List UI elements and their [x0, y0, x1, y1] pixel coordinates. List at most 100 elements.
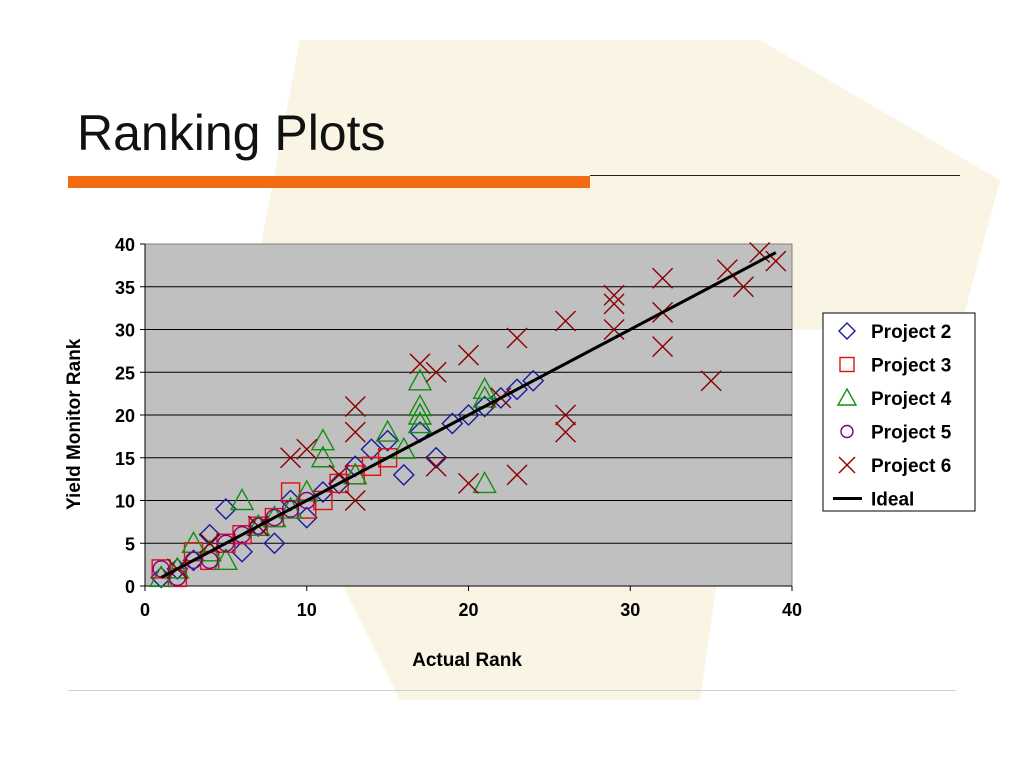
point-project-4-5: [229, 488, 255, 511]
point-project-6-25-stroke-b: [652, 336, 674, 358]
title-rule: [590, 175, 960, 176]
y-tick-label-0: 0: [125, 577, 135, 597]
bottom-rule: [68, 690, 956, 691]
legend-project-6-symbol: [838, 456, 856, 474]
x-tick-label-20: 20: [458, 600, 478, 620]
legend-ideal-label: Ideal: [871, 490, 914, 511]
y-tick-label-10: 10: [115, 492, 135, 512]
legend-project-2-label: Project 2: [871, 322, 951, 343]
point-project-6-17-stroke-b: [555, 310, 577, 332]
title-accent-bar: [68, 176, 590, 188]
point-project-4-16: [407, 393, 433, 417]
point-project-6-28-stroke-b: [732, 276, 754, 298]
point-project-6-16: [506, 464, 528, 486]
data-points: [148, 242, 787, 589]
point-project-6-12-stroke-b: [458, 344, 479, 366]
ideal-line-group: [160, 251, 777, 579]
legend-project-5-symbol: [840, 424, 854, 439]
y-tick-label-40: 40: [115, 235, 135, 255]
point-project-6-3: [280, 447, 302, 469]
point-project-6-13-stroke-b: [458, 472, 479, 494]
legend-project-5-label: Project 5: [871, 423, 952, 444]
legend-project-2-symbol: [838, 322, 856, 340]
point-project-4-12: [343, 462, 368, 485]
point-project-2-3: [198, 523, 221, 546]
point-project-4-3: [197, 539, 222, 562]
point-project-6-11: [425, 455, 447, 477]
point-project-6-26: [700, 370, 722, 392]
point-project-6-21: [603, 293, 625, 315]
slide-title: Ranking Plots: [77, 105, 386, 161]
point-project-6-6-stroke-b: [344, 395, 366, 417]
point-project-4-21: [472, 470, 497, 494]
point-project-2-17: [425, 446, 448, 469]
legend: [822, 312, 976, 512]
point-project-6-27-stroke-b: [716, 259, 738, 281]
y-tick-label-35: 35: [115, 278, 135, 298]
point-project-4-1: [165, 556, 190, 579]
point-project-6-19: [555, 421, 577, 443]
point-project-6-7-stroke-b: [344, 421, 366, 443]
point-project-6-20: [603, 284, 625, 306]
point-project-6-7: [344, 421, 366, 443]
point-project-4-17: [407, 402, 433, 425]
y-axis-label: Yield Monitor Rank: [64, 338, 85, 510]
point-project-6-30-stroke-b: [765, 250, 787, 272]
legend-project-3-label: Project 3: [871, 356, 951, 377]
point-project-6-29-stroke-b: [749, 242, 771, 264]
point-project-6-17: [555, 310, 577, 332]
point-project-4-18: [407, 411, 433, 434]
x-tick-label-30: 30: [620, 600, 640, 620]
point-project-6-15-stroke-b: [506, 327, 528, 349]
point-project-6-5-stroke-b: [328, 464, 350, 486]
point-project-6-11-stroke-b: [425, 455, 447, 477]
point-project-6-26-stroke-b: [700, 370, 722, 392]
point-project-6-21-stroke-b: [603, 293, 625, 315]
point-project-6-19-stroke-b: [555, 421, 577, 443]
x-tick-label-0: 0: [140, 600, 150, 620]
point-project-6-15: [506, 327, 528, 349]
point-project-6-16-stroke-b: [506, 464, 528, 486]
y-axis-label-clip: Yield Monitor Rank: [64, 338, 85, 510]
point-project-6-13: [458, 472, 479, 494]
y-tick-label-25: 25: [115, 363, 135, 383]
point-project-6-18: [555, 404, 577, 426]
point-project-4-8: [278, 496, 303, 519]
point-project-6-12: [458, 344, 479, 366]
point-project-4-14: [391, 436, 416, 459]
point-project-6-3-stroke-b: [280, 447, 302, 469]
point-project-6-10: [425, 361, 447, 383]
point-project-4-10: [310, 428, 336, 451]
point-project-6-1-stroke-b: [199, 532, 221, 554]
point-project-5-6: [249, 517, 267, 535]
point-project-4-4: [213, 547, 239, 571]
point-project-6-23-stroke-b: [652, 267, 674, 289]
point-project-6-8: [344, 490, 366, 511]
point-project-6-18-stroke-b: [555, 404, 577, 426]
point-project-2-15: [392, 463, 415, 486]
point-project-4-19: [472, 376, 497, 400]
point-project-6-9-stroke-b: [409, 353, 431, 375]
point-project-4-15: [407, 368, 433, 391]
y-tick-label-20: 20: [115, 406, 135, 426]
point-project-5-9: [298, 491, 316, 510]
x-axis-label: Actual Rank: [412, 650, 522, 671]
legend-project-3-symbol: [839, 356, 855, 373]
point-project-6-10-stroke-b: [425, 361, 447, 383]
point-project-6-9: [409, 353, 431, 375]
series-ideal-line: [160, 251, 777, 579]
legend-project-6-symbol-stroke-b: [838, 456, 856, 474]
point-project-6-23: [652, 267, 674, 289]
x-tick-label-10: 10: [297, 600, 317, 620]
point-project-5-8: [281, 500, 300, 518]
point-project-4-13: [375, 419, 400, 442]
axes: [140, 243, 793, 591]
legend-project-6-label: Project 6: [871, 456, 951, 477]
legend-project-4-label: Project 4: [871, 389, 952, 410]
point-project-2-7: [263, 532, 286, 555]
point-project-6-8-stroke-b: [344, 490, 366, 511]
point-project-6-4-stroke-b: [296, 438, 318, 460]
point-project-6-4: [296, 438, 318, 460]
point-project-2-14: [376, 429, 399, 452]
